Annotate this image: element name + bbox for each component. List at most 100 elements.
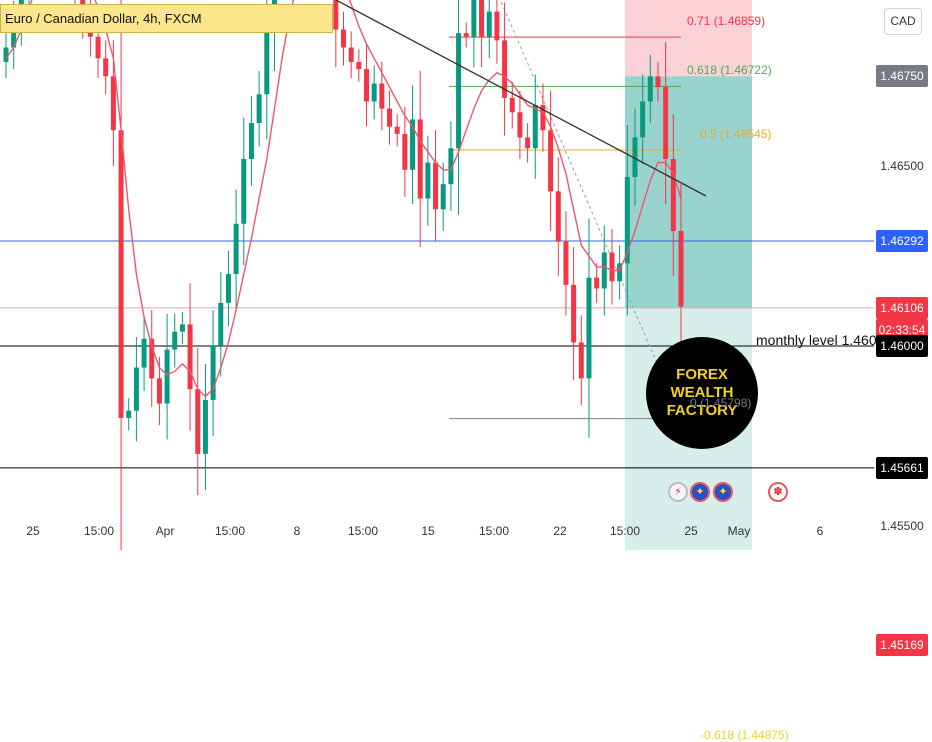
candle-27 bbox=[210, 346, 216, 400]
candle-75 bbox=[578, 342, 584, 379]
candle-67 bbox=[517, 112, 523, 138]
candle-13 bbox=[103, 58, 109, 77]
candle-48 bbox=[371, 83, 377, 102]
logo-text: FOREX WEALTH FACTORY bbox=[662, 366, 742, 420]
candle-52 bbox=[402, 133, 408, 170]
candle-44 bbox=[341, 29, 346, 48]
candle-46 bbox=[356, 61, 362, 70]
candle-84 bbox=[647, 76, 653, 102]
candle-17 bbox=[133, 367, 139, 411]
candle-20 bbox=[156, 378, 162, 404]
symbol-title[interactable]: Euro / Canadian Dollar, 4h, FXCM bbox=[0, 4, 333, 33]
candle-57 bbox=[440, 184, 446, 210]
candle-82 bbox=[632, 137, 638, 177]
fib-label-6: -0.618 (1.44875) bbox=[700, 727, 789, 742]
candle-83 bbox=[640, 101, 646, 138]
candle-59 bbox=[456, 33, 462, 149]
time-tick-10: 25 bbox=[684, 524, 698, 538]
candle-51 bbox=[394, 126, 400, 134]
candle-29 bbox=[225, 274, 231, 303]
candle-62 bbox=[479, 0, 485, 37]
brand-logo: FOREX WEALTH FACTORY bbox=[646, 337, 758, 449]
candle-78 bbox=[601, 252, 607, 289]
candle-33 bbox=[256, 94, 262, 124]
candle-14 bbox=[110, 76, 116, 131]
fib-label-3: 0.618 (1.46722) bbox=[687, 63, 772, 78]
candle-86 bbox=[663, 87, 669, 160]
eu-flag-icon[interactable]: ✦ bbox=[690, 482, 710, 502]
candle-31 bbox=[241, 159, 247, 224]
candle-65 bbox=[502, 40, 508, 98]
price-tick-2: 1.45500 bbox=[880, 518, 924, 533]
candle-81 bbox=[624, 176, 630, 264]
candle-16 bbox=[126, 410, 132, 418]
candle-25 bbox=[195, 389, 201, 454]
lightning-icon[interactable]: ⚡ bbox=[668, 482, 688, 502]
candle-30 bbox=[233, 223, 239, 275]
candle-19 bbox=[149, 338, 155, 379]
time-tick-1: 15:00 bbox=[83, 524, 115, 538]
time-tick-8: 22 bbox=[553, 524, 567, 538]
price-label-3: 1.46106 bbox=[876, 296, 928, 319]
logo-line-2: WEALTH bbox=[670, 384, 734, 401]
fib-label-4: 0.5 (1.46545) bbox=[700, 127, 772, 142]
candle-24 bbox=[187, 324, 193, 390]
logo-line-3: FACTORY bbox=[666, 402, 738, 419]
fib-trend-line bbox=[499, 0, 682, 419]
candle-21 bbox=[164, 349, 170, 404]
candle-72 bbox=[555, 191, 561, 242]
candle-58 bbox=[448, 148, 454, 185]
time-tick-11: May bbox=[727, 524, 751, 538]
candle-68 bbox=[525, 137, 531, 149]
logo-line-1: FOREX bbox=[676, 366, 728, 383]
currency-badge[interactable]: CAD bbox=[884, 8, 922, 35]
time-tick-2: Apr bbox=[155, 524, 175, 538]
price-label-7: 1.45169 bbox=[876, 633, 928, 656]
candle-76 bbox=[586, 277, 592, 379]
candle-22 bbox=[172, 331, 178, 350]
trend-line bbox=[335, 0, 707, 197]
candle-69 bbox=[532, 105, 538, 149]
candle-15 bbox=[118, 130, 124, 418]
price-chart[interactable] bbox=[0, 0, 932, 550]
time-tick-0: 25 bbox=[26, 524, 40, 538]
time-tick-12: 6 bbox=[816, 524, 824, 538]
moving-average-line bbox=[5, 0, 682, 398]
candle-23 bbox=[179, 324, 185, 332]
candle-53 bbox=[410, 119, 416, 170]
time-tick-5: 15:00 bbox=[347, 524, 379, 538]
candle-63 bbox=[486, 11, 492, 37]
monthly-level-annotation: monthly level 1.46000 bbox=[756, 332, 893, 348]
candle-73 bbox=[563, 241, 569, 285]
time-tick-3: 15:00 bbox=[214, 524, 246, 538]
candle-79 bbox=[609, 252, 615, 282]
candle-61 bbox=[471, 0, 477, 37]
time-tick-7: 15:00 bbox=[478, 524, 510, 538]
candle-55 bbox=[425, 162, 431, 199]
candle-26 bbox=[202, 399, 208, 454]
candle-54 bbox=[417, 119, 423, 199]
candle-70 bbox=[540, 105, 546, 131]
candle-56 bbox=[433, 162, 439, 210]
price-tick-1: 1.46500 bbox=[880, 159, 924, 174]
candle-34 bbox=[264, 22, 270, 95]
stop-loss-zone bbox=[625, 0, 752, 77]
price-label-1: 1.46750 bbox=[876, 65, 928, 88]
candle-0 bbox=[3, 47, 9, 62]
time-tick-9: 15:00 bbox=[609, 524, 641, 538]
price-label-6: 1.45661 bbox=[876, 456, 928, 479]
candle-87 bbox=[670, 159, 676, 231]
candle-74 bbox=[571, 284, 577, 343]
candle-47 bbox=[364, 69, 370, 102]
canada-flag-icon[interactable]: ✽ bbox=[768, 482, 788, 502]
eu-flag-icon[interactable]: ✦ bbox=[713, 482, 733, 502]
chart-area[interactable] bbox=[0, 0, 932, 550]
price-label-2: 1.46292 bbox=[876, 229, 928, 252]
fib-label-5: 0 (1.45798) bbox=[690, 395, 752, 410]
candle-77 bbox=[594, 277, 600, 289]
candle-71 bbox=[548, 130, 554, 192]
candle-50 bbox=[387, 108, 393, 127]
candle-32 bbox=[248, 123, 254, 160]
candle-85 bbox=[655, 76, 661, 88]
candle-88 bbox=[678, 230, 684, 307]
